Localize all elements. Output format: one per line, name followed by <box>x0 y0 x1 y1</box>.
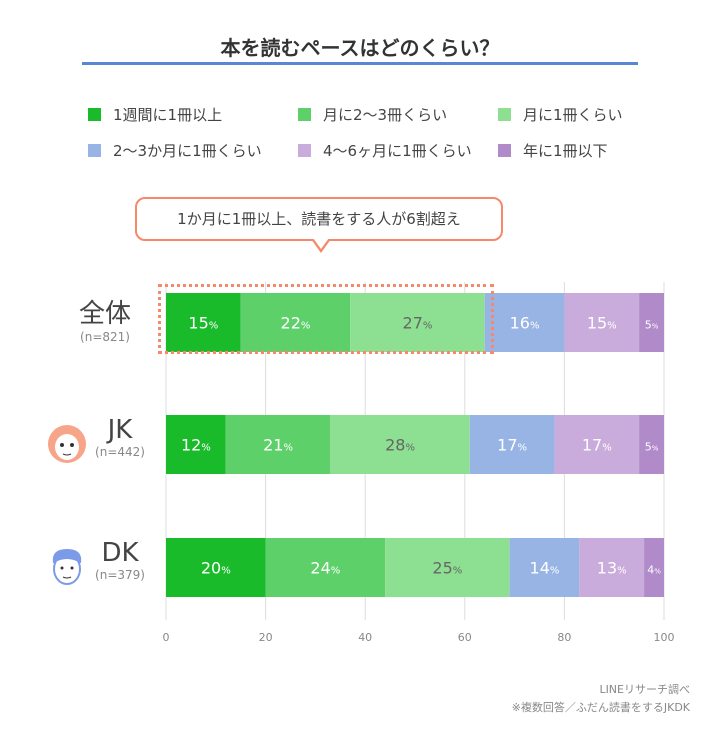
percent-suffix: % <box>602 443 612 454</box>
percent-suffix: % <box>405 443 415 454</box>
percent-suffix: % <box>518 443 528 454</box>
dk-boy-avatar-icon <box>52 549 82 585</box>
bar-segment <box>509 538 580 597</box>
data-label: 4% <box>647 564 661 577</box>
jk-girl-avatar-icon <box>48 425 86 463</box>
callout: 1か月に1冊以上、読書をする人が6割超え <box>135 197 503 241</box>
title-underline <box>82 62 638 65</box>
percent-suffix: % <box>617 566 627 577</box>
highlight-dashed-box <box>158 284 494 354</box>
legend-swatch <box>88 144 101 157</box>
percent-suffix: % <box>423 321 433 332</box>
legend-swatch <box>498 108 511 121</box>
x-tick-label: 60 <box>458 631 472 644</box>
data-label: 5% <box>645 441 659 454</box>
percent-suffix: % <box>607 321 617 332</box>
legend-label: 4〜6ヶ月に1冊くらい <box>323 142 472 160</box>
percent-suffix: % <box>530 321 540 332</box>
percent-suffix: % <box>283 443 293 454</box>
percent-suffix: % <box>652 445 659 453</box>
bar-segment <box>166 293 241 352</box>
bar-segment <box>579 538 645 597</box>
bar-segment <box>330 415 470 474</box>
x-tick-label: 0 <box>163 631 170 644</box>
percent-suffix: % <box>652 323 659 331</box>
category-label-jk: JK (n=442) <box>90 415 150 459</box>
legend-swatch <box>498 144 511 157</box>
bar-segment <box>564 293 640 352</box>
category-name: 全体 <box>78 299 131 329</box>
percent-suffix: % <box>301 321 311 332</box>
category-n: (n=821) <box>80 330 130 344</box>
legend-label: 1週間に1冊以上 <box>113 106 223 124</box>
x-tick-label: 100 <box>654 631 675 644</box>
data-label: 5% <box>645 319 659 332</box>
legend-label: 年に1冊以下 <box>523 142 608 160</box>
bar-segment <box>639 415 664 474</box>
category-n: (n=379) <box>95 568 145 582</box>
legend-label: 2〜3か月に1冊くらい <box>113 142 262 160</box>
x-tick-label: 80 <box>557 631 571 644</box>
bar-segment <box>166 415 226 474</box>
category-label-dk: DK (n=379) <box>90 538 150 582</box>
legend-swatch <box>298 144 311 157</box>
legend-label: 月に2〜3冊くらい <box>323 106 448 124</box>
category-name: JK <box>107 415 133 445</box>
percent-suffix: % <box>221 566 231 577</box>
legend-item: 月に1冊くらい <box>498 104 623 125</box>
percent-suffix: % <box>654 568 661 576</box>
bar-segment <box>265 538 386 597</box>
legend-item: 4〜6ヶ月に1冊くらい <box>298 140 472 161</box>
callout-tail-inner <box>313 238 329 249</box>
x-tick-label: 40 <box>358 631 372 644</box>
category-label-all: 全体 (n=821) <box>70 293 140 344</box>
percent-suffix: % <box>209 321 219 332</box>
legend-swatch <box>88 108 101 121</box>
category-name: DK <box>101 538 139 568</box>
bar-segment <box>385 538 510 597</box>
chart-title: 本を読むペースはどのくらい？ <box>220 36 500 60</box>
source-note: LINEリサーチ調べ <box>599 683 690 696</box>
percent-suffix: % <box>331 566 341 577</box>
bar-segment <box>225 415 331 474</box>
survey-note: ※複数回答／ふだん読書をするJKDK <box>511 701 690 714</box>
legend-item: 1週間に1冊以上 <box>88 104 222 125</box>
percent-suffix: % <box>201 443 211 454</box>
percent-suffix: % <box>453 566 463 577</box>
bar-segment <box>166 538 266 597</box>
bar-segment <box>554 415 640 474</box>
bar-segment <box>240 293 351 352</box>
x-tick-label: 20 <box>259 631 273 644</box>
bar-segment <box>639 293 664 352</box>
legend-item: 月に2〜3冊くらい <box>298 104 447 125</box>
bar-segment <box>484 293 565 352</box>
legend-item: 2〜3か月に1冊くらい <box>88 140 262 161</box>
legend-label: 月に1冊くらい <box>523 106 623 124</box>
bar-segment <box>350 293 485 352</box>
bar-segment <box>644 538 664 597</box>
category-n: (n=442) <box>95 445 145 459</box>
legend-item: 年に1冊以下 <box>498 140 608 161</box>
percent-suffix: % <box>550 566 560 577</box>
legend-swatch <box>298 108 311 121</box>
bar-segment <box>469 415 555 474</box>
